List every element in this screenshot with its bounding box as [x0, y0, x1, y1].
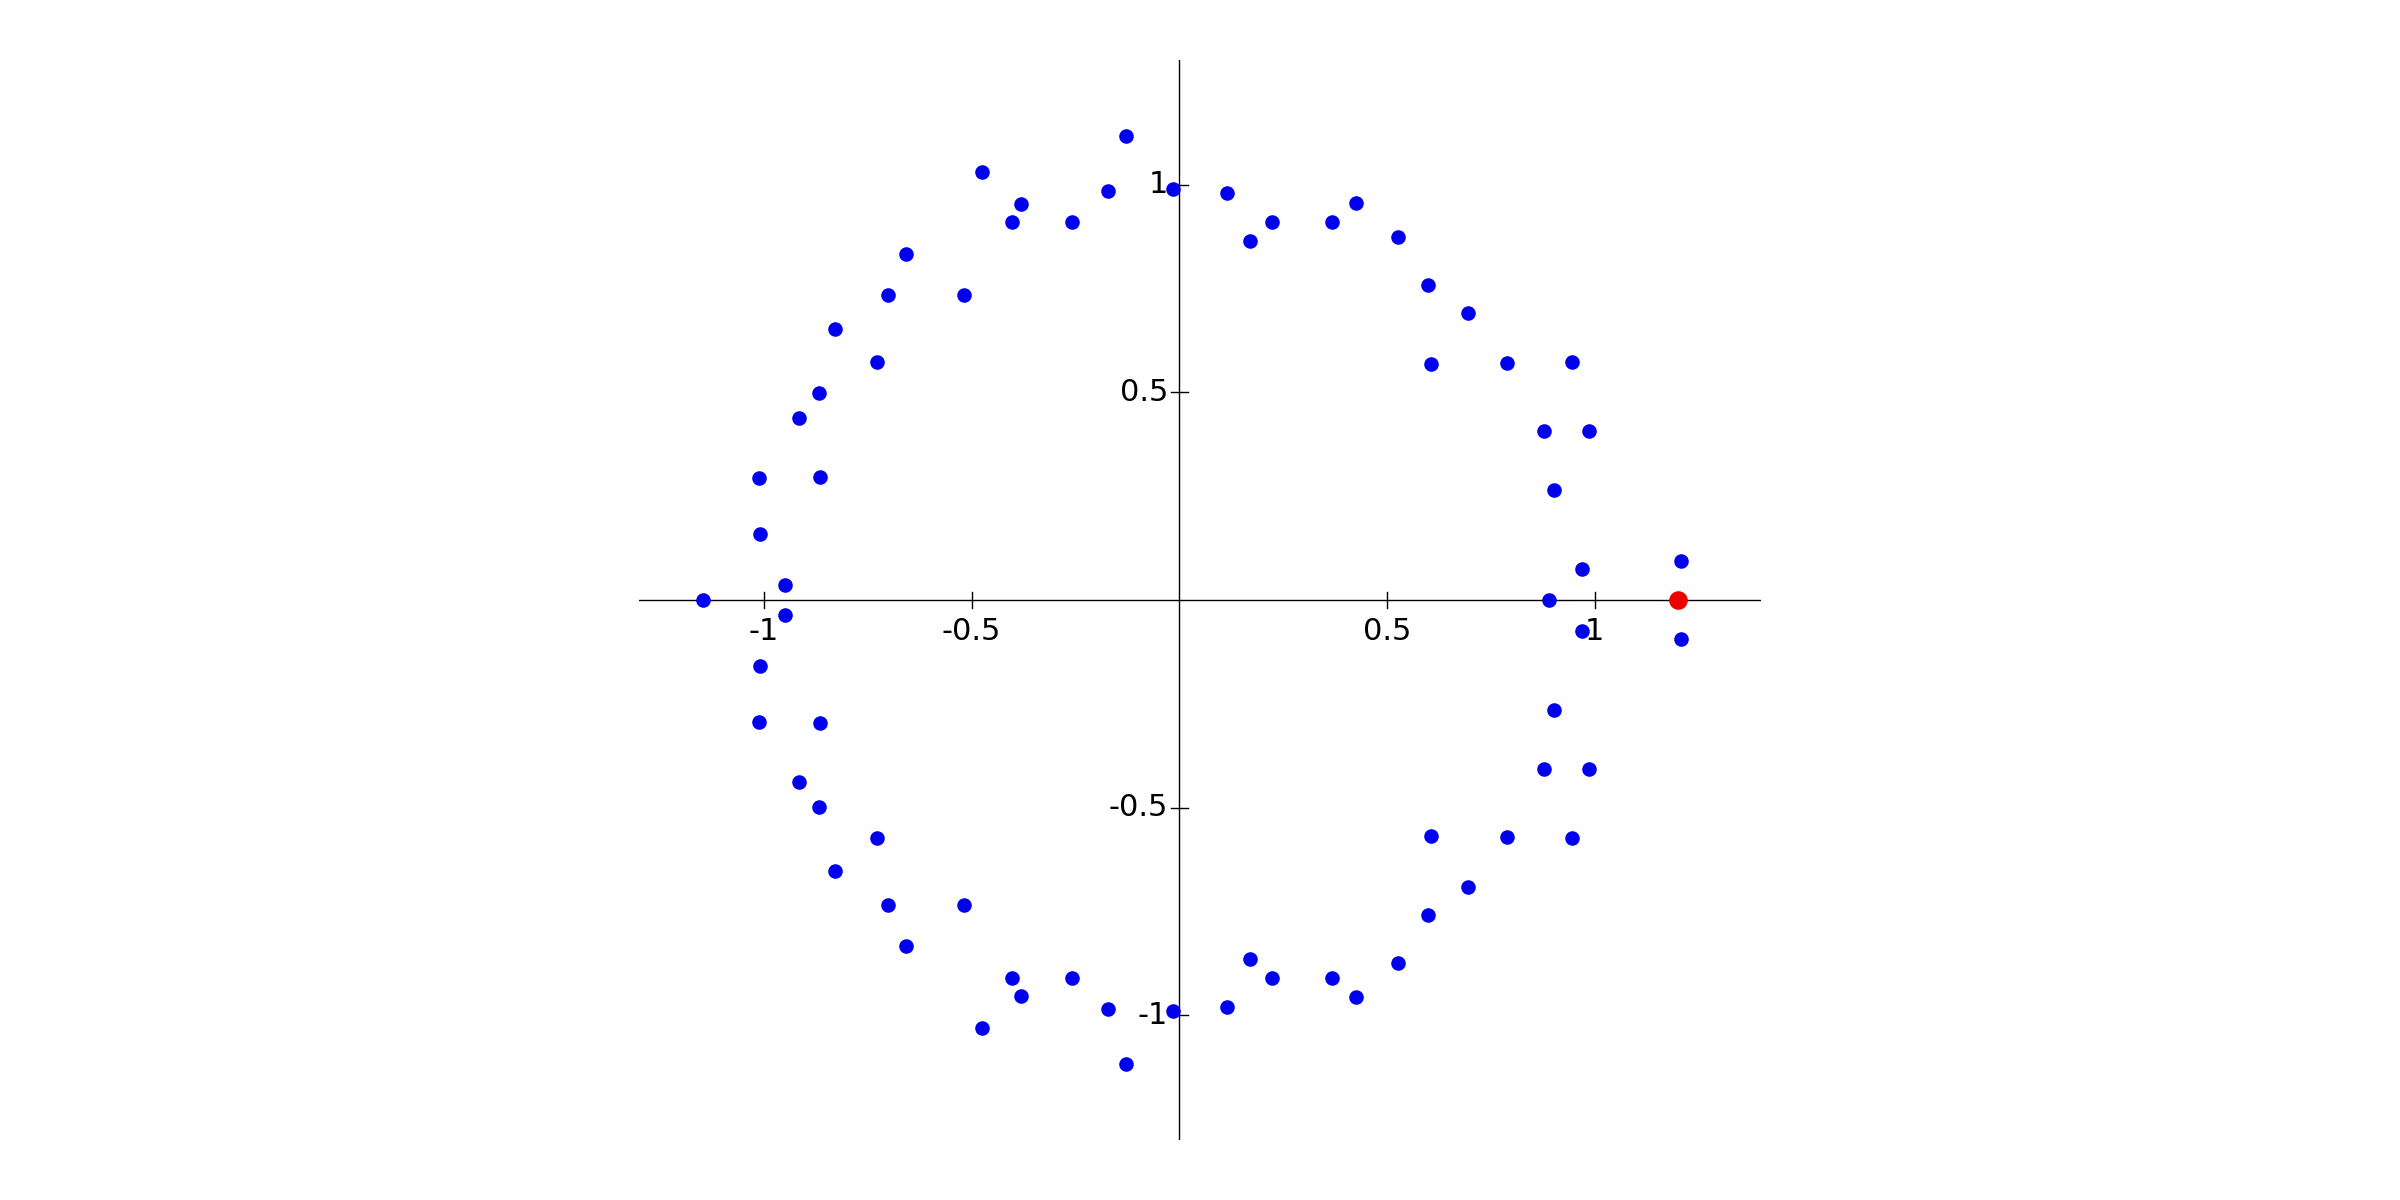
Point — [1231, 950, 1270, 970]
Point — [1154, 1001, 1193, 1020]
Point — [742, 656, 780, 676]
Point — [1253, 212, 1291, 232]
Point — [1106, 1055, 1145, 1074]
Point — [1450, 304, 1488, 323]
Point — [1380, 228, 1418, 247]
Point — [1231, 230, 1270, 250]
Point — [1409, 905, 1447, 924]
Point — [1661, 552, 1699, 571]
Point — [1529, 590, 1567, 610]
Point — [1409, 276, 1447, 295]
Point — [1536, 480, 1574, 499]
Point — [1524, 421, 1562, 440]
Text: 1: 1 — [1150, 170, 1169, 199]
Point — [816, 319, 854, 338]
Point — [1553, 353, 1591, 372]
Point — [1001, 986, 1039, 1006]
Text: -0.5: -0.5 — [941, 617, 1001, 646]
Point — [857, 828, 895, 847]
Text: 0.5: 0.5 — [1363, 617, 1411, 646]
Point — [1411, 827, 1450, 846]
Point — [962, 1019, 1001, 1038]
Point — [1661, 629, 1699, 648]
Point — [1054, 968, 1092, 988]
Point — [1380, 953, 1418, 972]
Point — [886, 245, 924, 264]
Point — [1207, 184, 1246, 203]
Point — [780, 409, 818, 428]
Point — [1488, 354, 1526, 373]
Point — [766, 575, 804, 594]
Point — [962, 162, 1001, 181]
Point — [1337, 988, 1375, 1007]
Point — [1450, 877, 1488, 896]
Point — [1658, 590, 1697, 610]
Point — [994, 968, 1032, 988]
Point — [684, 590, 722, 610]
Point — [946, 895, 984, 914]
Point — [886, 936, 924, 955]
Point — [1536, 701, 1574, 720]
Point — [766, 606, 804, 625]
Point — [1207, 997, 1246, 1016]
Point — [1562, 622, 1601, 641]
Point — [994, 212, 1032, 232]
Point — [1570, 421, 1608, 440]
Point — [1570, 760, 1608, 779]
Point — [869, 284, 907, 304]
Point — [816, 862, 854, 881]
Point — [802, 468, 840, 487]
Point — [1054, 212, 1092, 232]
Point — [1411, 354, 1450, 373]
Point — [1253, 968, 1291, 988]
Point — [1090, 1000, 1128, 1019]
Point — [1313, 212, 1351, 232]
Point — [1106, 126, 1145, 145]
Point — [1090, 181, 1128, 200]
Point — [1524, 760, 1562, 779]
Point — [802, 713, 840, 732]
Point — [857, 353, 895, 372]
Point — [1562, 559, 1601, 578]
Text: -1: -1 — [749, 617, 780, 646]
Point — [1154, 180, 1193, 199]
Text: -0.5: -0.5 — [1109, 793, 1169, 822]
Point — [739, 468, 778, 487]
Point — [1337, 193, 1375, 212]
Text: 0.5: 0.5 — [1121, 378, 1169, 407]
Point — [1001, 194, 1039, 214]
Point — [742, 524, 780, 544]
Point — [739, 713, 778, 732]
Point — [799, 797, 838, 816]
Point — [1313, 968, 1351, 988]
Point — [1488, 827, 1526, 846]
Point — [946, 286, 984, 305]
Text: -1: -1 — [1138, 1001, 1169, 1030]
Point — [799, 384, 838, 403]
Point — [1553, 828, 1591, 847]
Point — [869, 896, 907, 916]
Text: 1: 1 — [1584, 617, 1603, 646]
Point — [780, 772, 818, 791]
